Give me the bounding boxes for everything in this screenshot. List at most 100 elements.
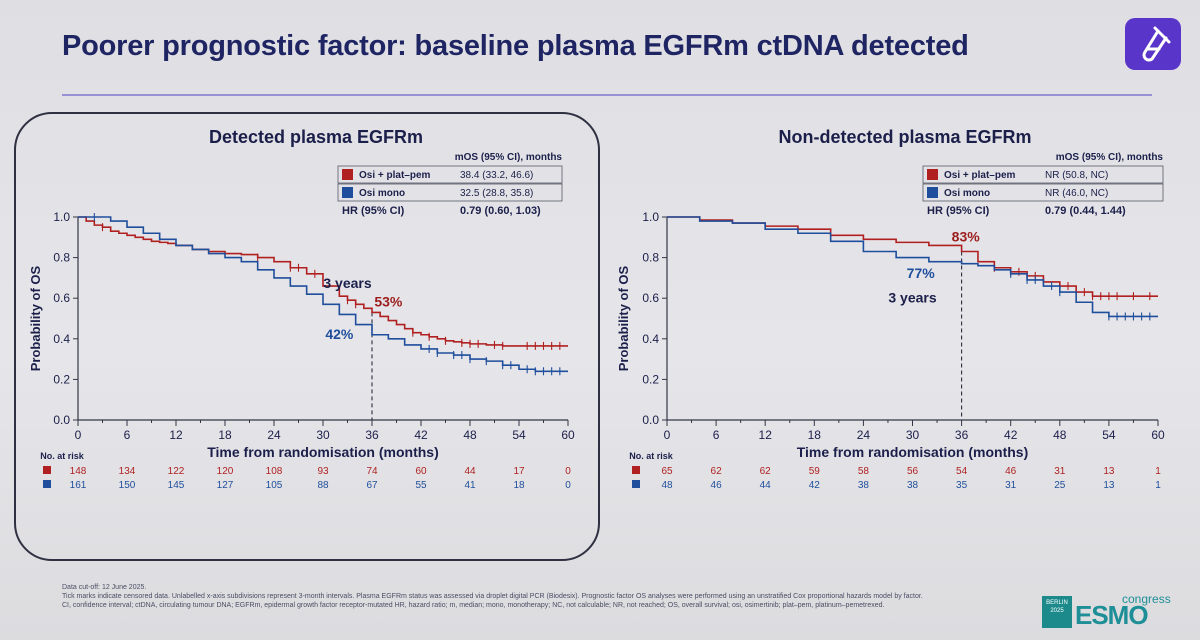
risk-count: 13 xyxy=(1103,466,1115,477)
curve-annotation: 53% xyxy=(374,293,403,309)
risk-count: 46 xyxy=(1005,466,1017,477)
berlin-badge: BERLIN 2025 xyxy=(1042,596,1072,628)
x-tick-label: 42 xyxy=(414,428,428,442)
hr-label: HR (95% CI) xyxy=(927,205,990,217)
footnotes: Data cut-off: 12 June 2025. Tick marks i… xyxy=(62,583,1032,610)
y-tick-label: 0.4 xyxy=(53,332,70,346)
footnote-line: Tick marks indicate censored data. Unlab… xyxy=(62,593,923,600)
x-tick-label: 18 xyxy=(808,428,822,442)
x-tick-label: 48 xyxy=(463,428,477,442)
risk-count: 54 xyxy=(956,466,968,477)
footnote-line: CI, confidence interval; ctDNA, circulat… xyxy=(62,602,885,609)
risk-count: 35 xyxy=(956,480,968,491)
risk-count: 65 xyxy=(661,466,673,477)
risk-count: 31 xyxy=(1054,466,1066,477)
legend-mos-value: 38.4 (33.2, 46.6) xyxy=(460,170,533,181)
risk-count: 88 xyxy=(317,480,329,491)
esmo-congress-logo: BERLIN 2025 ESMO congress xyxy=(1042,590,1171,632)
x-tick-label: 30 xyxy=(906,428,920,442)
risk-count: 55 xyxy=(415,480,427,491)
x-tick-label: 36 xyxy=(365,428,379,442)
risk-count: 44 xyxy=(464,466,476,477)
risk-table-header: No. at risk xyxy=(40,451,85,461)
risk-count: 18 xyxy=(513,480,525,491)
title-divider xyxy=(62,94,1152,96)
risk-count: 93 xyxy=(317,466,329,477)
y-tick-label: 1.0 xyxy=(642,210,659,224)
legend-swatch xyxy=(342,169,353,180)
x-tick-label: 18 xyxy=(218,428,232,442)
logo-word: congress xyxy=(1122,592,1171,606)
risk-row-swatch xyxy=(43,480,51,488)
y-tick-label: 0.2 xyxy=(53,372,70,386)
risk-count: 58 xyxy=(858,466,870,477)
km-curve xyxy=(78,216,568,373)
legend-row xyxy=(337,183,563,202)
risk-count: 38 xyxy=(907,480,919,491)
x-tick-label: 12 xyxy=(169,428,183,442)
x-tick-label: 54 xyxy=(512,428,526,442)
logo-brand: ESMO xyxy=(1075,600,1149,630)
risk-count: 31 xyxy=(1005,480,1017,491)
x-axis-label: Time from randomisation (months) xyxy=(207,444,439,460)
y-axis-label: Probability of OS xyxy=(28,265,43,371)
x-tick-label: 30 xyxy=(316,428,330,442)
legend-swatch xyxy=(927,187,938,198)
y-axis-label: Probability of OS xyxy=(616,265,631,371)
legend-mos-value: NR (46.0, NC) xyxy=(1045,188,1108,199)
x-tick-label: 60 xyxy=(1151,428,1165,442)
slide-title: Poorer prognostic factor: baseline plasm… xyxy=(62,30,969,62)
risk-count: 25 xyxy=(1054,480,1066,491)
risk-count: 59 xyxy=(809,466,821,477)
risk-table-header: No. at risk xyxy=(629,451,674,461)
risk-count: 62 xyxy=(760,466,772,477)
risk-count: 13 xyxy=(1103,480,1115,491)
risk-count: 1 xyxy=(1155,480,1161,491)
x-tick-label: 6 xyxy=(713,428,720,442)
km-curve xyxy=(667,216,1158,318)
y-tick-label: 0.0 xyxy=(642,413,659,427)
legend-mos-value: NR (50.8, NC) xyxy=(1045,170,1108,181)
x-tick-label: 36 xyxy=(955,428,969,442)
legend-series-name: Osi + plat–pem xyxy=(944,170,1016,181)
chart-title: Non-detected plasma EGFRm xyxy=(778,127,1031,147)
risk-count: 120 xyxy=(217,466,234,477)
risk-count: 41 xyxy=(464,480,476,491)
legend-swatch xyxy=(342,187,353,198)
risk-count: 46 xyxy=(711,480,723,491)
risk-count: 56 xyxy=(907,466,919,477)
risk-count: 145 xyxy=(168,480,185,491)
hr-value: 0.79 (0.60, 1.03) xyxy=(460,205,541,217)
risk-row-swatch xyxy=(632,480,640,488)
y-tick-label: 0.2 xyxy=(642,372,659,386)
risk-count: 60 xyxy=(415,466,427,477)
risk-count: 17 xyxy=(513,466,525,477)
risk-count: 134 xyxy=(119,466,136,477)
risk-row-swatch xyxy=(43,466,51,474)
y-tick-label: 1.0 xyxy=(53,210,70,224)
curve-annotation: 83% xyxy=(952,228,981,244)
risk-count: 44 xyxy=(760,480,772,491)
risk-count: 74 xyxy=(366,466,378,477)
y-tick-label: 0.8 xyxy=(53,251,70,265)
legend-series-name: Osi + plat–pem xyxy=(359,170,431,181)
legend-series-name: Osi mono xyxy=(359,188,405,199)
risk-count: 108 xyxy=(266,466,283,477)
risk-count: 127 xyxy=(217,480,234,491)
hr-label: HR (95% CI) xyxy=(342,205,405,217)
y-tick-label: 0.4 xyxy=(642,332,659,346)
risk-count: 0 xyxy=(565,480,571,491)
risk-count: 0 xyxy=(565,466,571,477)
footnote-line: Data cut-off: 12 June 2025. xyxy=(62,584,147,591)
curve-annotation: 77% xyxy=(907,265,936,281)
legend-row xyxy=(337,165,563,184)
test-tube-badge xyxy=(1125,18,1181,70)
y-tick-label: 0.0 xyxy=(53,413,70,427)
legend-swatch xyxy=(927,169,938,180)
risk-count: 38 xyxy=(858,480,870,491)
legend-series-name: Osi mono xyxy=(944,188,990,199)
logo-year: 2025 xyxy=(1050,608,1064,614)
legend-header: mOS (95% CI), months xyxy=(1056,152,1164,163)
risk-count: 105 xyxy=(266,480,283,491)
logo-city: BERLIN xyxy=(1046,600,1068,606)
